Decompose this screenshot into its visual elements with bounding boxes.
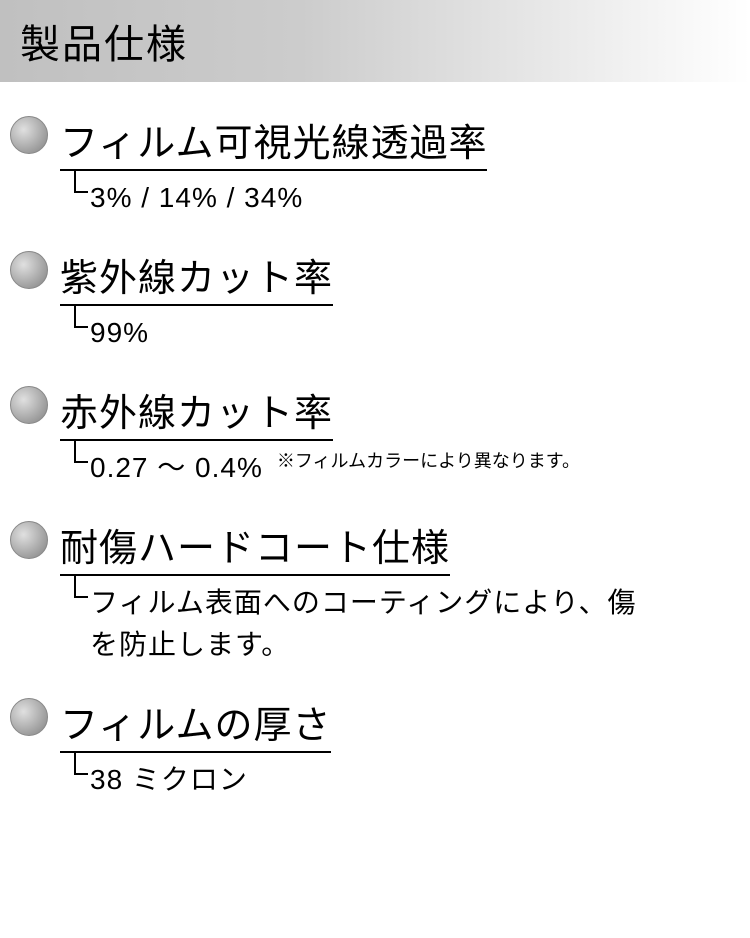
spec-title: フィルム可視光線透過率 [60,112,487,171]
corner-icon [74,576,88,598]
spec-title: 耐傷ハードコート仕様 [60,517,450,576]
spec-note: ※フィルムカラーにより異なります。 [277,447,580,473]
spec-body: フィルム可視光線透過率 3% / 14% / 34% [60,112,740,219]
spec-value: 0.27 〜 0.4% [90,447,263,489]
bullet-icon [10,698,48,736]
spec-body: フィルムの厚さ 38 ミクロン [60,694,740,801]
header: 製品仕様 [0,0,750,82]
spec-value: フィルム表面へのコーティングにより、傷を防止します。 [90,582,650,666]
bullet-icon [10,521,48,559]
bullet-icon [10,116,48,154]
corner-icon [74,171,88,193]
spec-value: 3% / 14% / 34% [90,177,303,219]
corner-icon [74,441,88,463]
bullet-icon [10,386,48,424]
spec-body: 耐傷ハードコート仕様 フィルム表面へのコーティングにより、傷を防止します。 [60,517,740,666]
spec-value-row: フィルム表面へのコーティングにより、傷を防止します。 [60,582,740,666]
spec-item: フィルムの厚さ 38 ミクロン [10,694,740,801]
spec-title: 赤外線カット率 [60,382,333,441]
spec-body: 紫外線カット率 99% [60,247,740,354]
spec-body: 赤外線カット率 0.27 〜 0.4% ※フィルムカラーにより異なります。 [60,382,740,489]
spec-title: フィルムの厚さ [60,694,331,753]
spec-item: 赤外線カット率 0.27 〜 0.4% ※フィルムカラーにより異なります。 [10,382,740,489]
bullet-icon [10,251,48,289]
spec-value: 99% [90,312,149,354]
spec-value: 38 ミクロン [90,759,248,801]
spec-value-row: 3% / 14% / 34% [60,177,740,219]
spec-item: フィルム可視光線透過率 3% / 14% / 34% [10,112,740,219]
spec-value-row: 99% [60,312,740,354]
page-title: 製品仕様 [20,12,730,70]
spec-list: フィルム可視光線透過率 3% / 14% / 34% 紫外線カット率 99% 赤… [0,112,750,801]
spec-value-row: 0.27 〜 0.4% ※フィルムカラーにより異なります。 [60,447,740,489]
corner-icon [74,306,88,328]
spec-value-row: 38 ミクロン [60,759,740,801]
corner-icon [74,753,88,775]
spec-title: 紫外線カット率 [60,247,333,306]
spec-item: 紫外線カット率 99% [10,247,740,354]
spec-item: 耐傷ハードコート仕様 フィルム表面へのコーティングにより、傷を防止します。 [10,517,740,666]
